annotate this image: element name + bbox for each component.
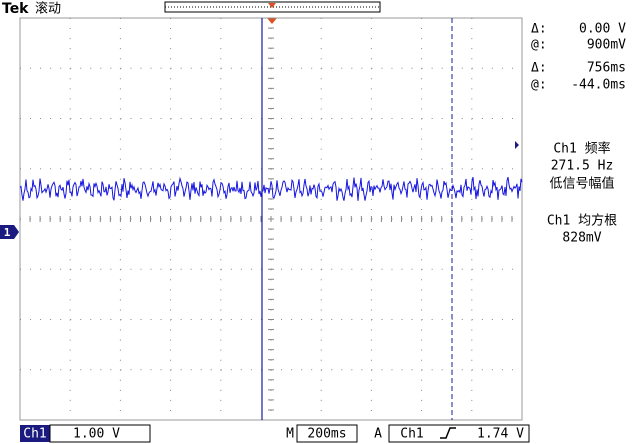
footer-time-box [296, 424, 358, 443]
waveform [19, 176, 523, 201]
readout-label: Δ: [531, 61, 547, 76]
readout-label: @: [531, 38, 547, 53]
brand: Tek [2, 1, 29, 17]
readout-value: 756ms [587, 61, 626, 76]
measure-value: 271.5 Hz [551, 159, 614, 174]
readout-value: -44.0ms [571, 78, 626, 93]
readout-label: @: [531, 78, 547, 93]
graticule [19, 17, 522, 420]
trigger-pos [267, 18, 277, 24]
measure-label: Ch1 均方根 [547, 213, 617, 229]
footer-channel: Ch1 [23, 427, 46, 442]
footer-trigger-box [388, 424, 530, 443]
footer-trigger-level: 1.74 V [477, 427, 524, 442]
footer-scale: 1.00 V [73, 427, 120, 442]
footer-trigger-label: A [374, 427, 382, 442]
footer-scale-box [49, 424, 151, 443]
mode: 滚动 [35, 1, 61, 17]
trigger-pos-top [268, 3, 276, 8]
measure-label: Ch1 频率 [553, 141, 610, 157]
trigger-slope-icon [440, 427, 456, 439]
trigger-level-marker [515, 141, 519, 149]
readout-value: 900mV [587, 38, 626, 53]
footer-time-scale: 200ms [307, 427, 346, 442]
footer-channel-box [20, 425, 50, 442]
footer-trigger-channel: Ch1 [400, 427, 423, 442]
footer-time-label: M [286, 427, 294, 442]
measure-value: 828mV [562, 231, 601, 246]
measure-note: 低信号幅值 [549, 176, 614, 192]
readout-label: Δ: [531, 22, 547, 37]
ch1-marker-label: 1 [4, 226, 11, 239]
readout-value: 0.00 V [579, 22, 626, 37]
ch1-marker [0, 225, 19, 239]
